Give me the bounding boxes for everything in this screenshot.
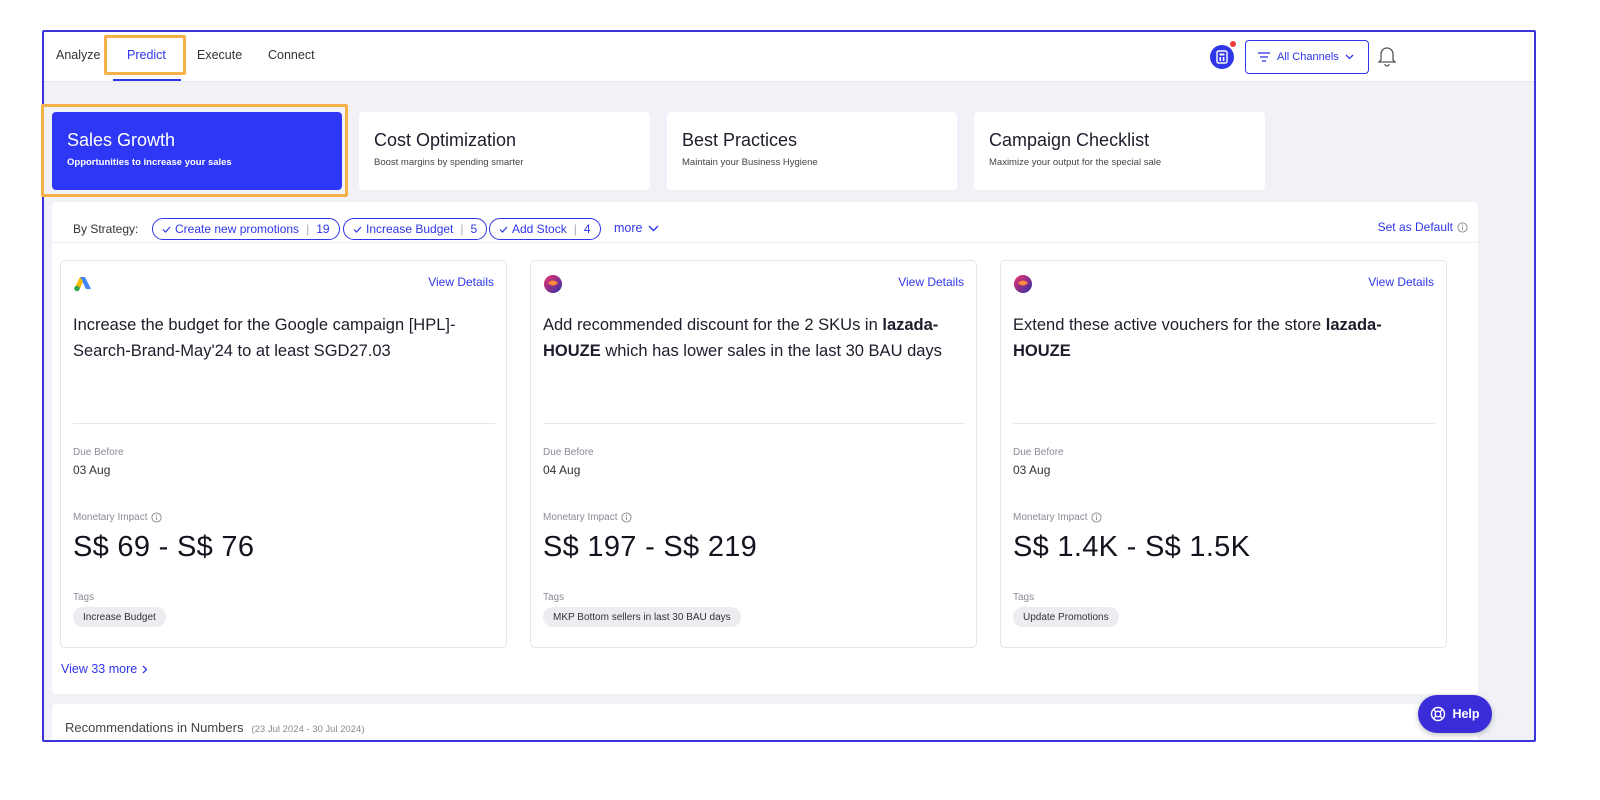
more-label: more (614, 221, 643, 235)
tag-badge: MKP Bottom sellers in last 30 BAU days (543, 607, 741, 627)
chevron-down-icon (1345, 54, 1354, 60)
help-label: Help (1452, 707, 1480, 721)
set-as-default-link[interactable]: Set as Default (1378, 220, 1468, 234)
recommendation-card: View Details Add recommended discount fo… (530, 260, 977, 648)
monetary-impact-value: S$ 197 - S$ 219 (543, 531, 758, 563)
monetary-impact-value: S$ 1.4K - S$ 1.5K (1013, 531, 1251, 563)
tab-connect[interactable]: Connect (268, 48, 315, 62)
divider (52, 242, 1478, 243)
chip-label: Add Stock (512, 222, 567, 236)
category-subtitle: Maintain your Business Hygiene (682, 157, 818, 168)
category-subtitle: Maximize your output for the special sal… (989, 157, 1162, 168)
all-channels-dropdown[interactable]: All Channels (1245, 40, 1369, 74)
set-default-label: Set as Default (1377, 220, 1453, 234)
strategy-chip-add-stock[interactable]: Add Stock | 4 (489, 218, 601, 240)
info-icon (1457, 221, 1468, 233)
tab-analyze[interactable]: Analyze (56, 48, 101, 62)
category-campaign-checklist[interactable]: Campaign Checklist Maximize your output … (974, 112, 1265, 190)
chip-count: 19 (316, 222, 330, 236)
recommendation-card: View Details Extend these active voucher… (1000, 260, 1447, 648)
help-icon (1431, 706, 1446, 722)
view-details-link[interactable]: View Details (898, 275, 964, 289)
chip-label: Increase Budget (366, 222, 454, 236)
help-button[interactable]: Help (1418, 695, 1492, 733)
strategy-chip-create-promotions[interactable]: Create new promotions | 19 (152, 218, 340, 240)
info-icon (1091, 512, 1103, 523)
recommendation-text: Add recommended discount for the 2 SKUs … (543, 316, 942, 360)
view-more-link[interactable]: View 33 more (61, 662, 148, 676)
divider (73, 423, 495, 424)
report-icon[interactable] (1210, 45, 1234, 69)
tag-badge: Update Promotions (1013, 607, 1119, 627)
tags-label: Tags (73, 592, 95, 603)
channels-label: All Channels (1277, 51, 1339, 63)
google-ads-logo (74, 277, 91, 292)
tab-execute[interactable]: Execute (197, 48, 243, 62)
top-nav: Analyze Predict Execute Connect All Chan… (44, 32, 1534, 82)
due-before-label: Due Before (1013, 447, 1064, 458)
more-strategies-button[interactable]: more (614, 221, 659, 235)
recommendations-panel: By Strategy: Create new promotions | 19 … (52, 202, 1478, 694)
check-icon (353, 226, 362, 233)
app-frame: Analyze Predict Execute Connect All Chan… (42, 30, 1536, 742)
category-title: Sales Growth (67, 130, 176, 150)
recommendation-card: View Details Increase the budget for the… (60, 260, 507, 648)
due-before-label: Due Before (73, 447, 124, 458)
tags-label: Tags (1013, 592, 1035, 603)
divider (543, 423, 965, 424)
check-icon (499, 226, 508, 233)
chip-count: 5 (470, 222, 478, 236)
monetary-impact-value: S$ 69 - S$ 76 (73, 531, 255, 563)
due-before-label: Due Before (543, 447, 594, 458)
tags-label: Tags (543, 592, 565, 603)
lazada-logo (1014, 275, 1032, 293)
due-date: 04 Aug (543, 463, 581, 477)
view-more-label: View 33 more (61, 662, 138, 676)
tag-badge: Increase Budget (73, 607, 166, 627)
category-cost-optimization[interactable]: Cost Optimization Boost margins by spend… (359, 112, 650, 190)
due-date: 03 Aug (1013, 463, 1051, 477)
recommendations-in-numbers: Recommendations in Numbers (23 Jul 2024 -… (52, 704, 1478, 740)
monetary-impact-label: Monetary Impact (1013, 512, 1103, 523)
monetary-impact-label: Monetary Impact (73, 512, 163, 523)
check-icon (162, 226, 171, 233)
category-title: Best Practices (682, 130, 798, 150)
view-details-link[interactable]: View Details (428, 275, 494, 289)
bell-icon[interactable] (1376, 44, 1398, 68)
view-details-link[interactable]: View Details (1368, 275, 1434, 289)
category-title: Campaign Checklist (989, 130, 1150, 150)
chip-label: Create new promotions (175, 222, 300, 236)
chip-count: 4 (583, 222, 591, 236)
category-sales-growth[interactable]: Sales Growth Opportunities to increase y… (52, 112, 342, 190)
monetary-impact-label: Monetary Impact (543, 512, 633, 523)
strategy-chip-increase-budget[interactable]: Increase Budget | 5 (343, 218, 488, 240)
info-icon (151, 512, 163, 523)
active-tab-underline (113, 79, 181, 81)
info-icon (621, 512, 633, 523)
chevron-right-icon (142, 665, 148, 673)
strategy-label: By Strategy: (73, 222, 139, 236)
divider (1013, 423, 1435, 424)
chevron-down-icon (648, 225, 659, 231)
category-best-practices[interactable]: Best Practices Maintain your Business Hy… (667, 112, 957, 190)
due-date: 03 Aug (73, 463, 111, 477)
recommendation-text: Extend these active vouchers for the sto… (1013, 316, 1382, 360)
category-title: Cost Optimization (374, 130, 517, 150)
notification-dot (1230, 41, 1236, 47)
lazada-logo (544, 275, 562, 293)
recommendation-text: Increase the budget for the Google campa… (73, 316, 456, 360)
category-subtitle: Opportunities to increase your sales (67, 157, 232, 168)
category-subtitle: Boost margins by spending smarter (374, 157, 524, 168)
date-range: (23 Jul 2024 - 30 Jul 2024) (251, 724, 365, 735)
tab-predict[interactable]: Predict (127, 48, 166, 62)
section-title: Recommendations in Numbers (23 Jul 2024 -… (65, 720, 365, 735)
filter-icon (1258, 52, 1270, 62)
